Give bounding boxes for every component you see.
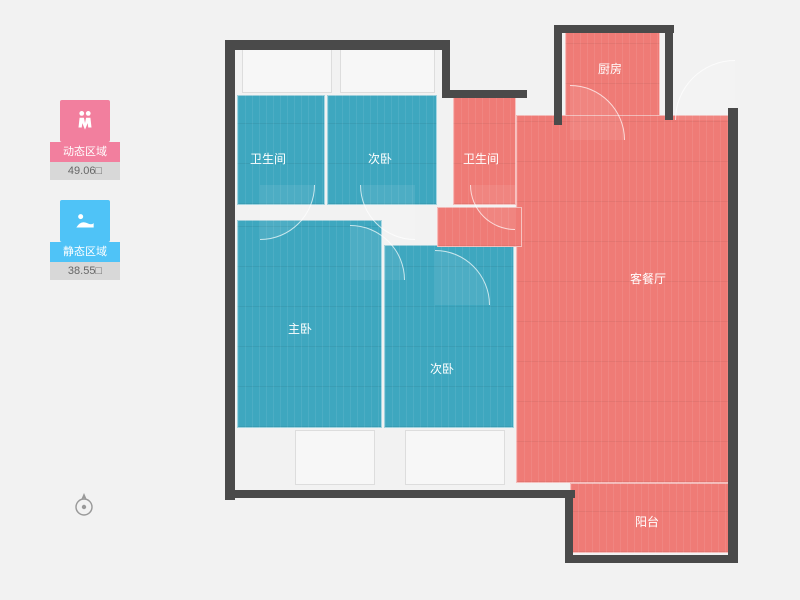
wall-segment	[442, 90, 527, 98]
legend-dynamic: 动态区域 49.06□	[45, 100, 125, 180]
wall-segment	[225, 40, 445, 50]
inset-area	[340, 48, 435, 93]
inset-area	[295, 430, 375, 485]
wall-segment	[554, 25, 562, 125]
wall-segment	[442, 40, 450, 95]
room-label-living: 客餐厅	[630, 270, 666, 287]
room-label-bed2b: 次卧	[430, 360, 454, 377]
wall-segment	[728, 108, 738, 563]
inset-area	[405, 430, 505, 485]
legend-static-value: 38.55□	[50, 262, 120, 280]
inset-area	[242, 48, 332, 93]
legend-dynamic-label: 动态区域	[50, 142, 120, 162]
static-zone-icon	[60, 200, 110, 242]
room-label-bath2: 卫生间	[463, 150, 499, 167]
legend-panel: 动态区域 49.06□ 静态区域 38.55□	[45, 100, 125, 300]
wall-segment	[565, 490, 573, 560]
wall-segment	[225, 490, 575, 498]
legend-dynamic-value: 49.06□	[50, 162, 120, 180]
room-label-bath1: 卫生间	[250, 150, 286, 167]
room-label-kitchen: 厨房	[598, 60, 622, 77]
wall-segment	[554, 25, 674, 33]
legend-static: 静态区域 38.55□	[45, 200, 125, 280]
wall-segment	[565, 555, 737, 563]
room-label-balcony: 阳台	[635, 513, 659, 530]
room-label-bed2a: 次卧	[368, 150, 392, 167]
room-living	[516, 115, 731, 483]
compass-icon	[70, 490, 98, 518]
wall-segment	[665, 25, 673, 120]
room-label-master: 主卧	[288, 320, 312, 337]
legend-static-label: 静态区域	[50, 242, 120, 262]
dynamic-zone-icon	[60, 100, 110, 142]
floor-plan: 卫生间次卧卫生间厨房主卧次卧客餐厅阳台	[210, 30, 755, 570]
wall-segment	[225, 40, 235, 500]
